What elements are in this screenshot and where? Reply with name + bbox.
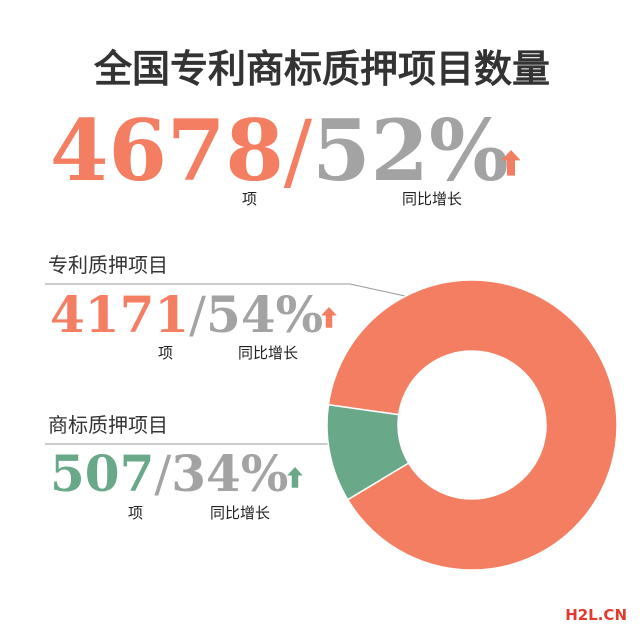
watermark: H2L.CN — [565, 606, 627, 624]
category-label: 专利质押项目 — [48, 253, 168, 277]
category-value: 507 — [50, 444, 154, 503]
growth-caption: 同比增长 — [210, 504, 270, 522]
growth-value: 54% — [206, 285, 323, 344]
title: 全国专利商标质押项目数量 — [93, 47, 550, 91]
unit: 项 — [158, 344, 173, 362]
unit: 项 — [242, 190, 257, 208]
category-line: 507/34% — [50, 444, 288, 503]
connector — [45, 283, 406, 297]
unit: 项 — [128, 504, 143, 522]
up-arrow — [321, 307, 337, 328]
up-arrow — [287, 467, 303, 488]
growth-caption: 同比增长 — [238, 344, 298, 362]
category-label: 商标质押项目 — [48, 413, 168, 437]
category-value: 4171 — [50, 285, 189, 344]
separator: / — [189, 286, 206, 344]
category-line: 4171/54% — [50, 285, 323, 344]
separator: / — [154, 445, 171, 503]
up-arrow — [501, 150, 521, 176]
total-value: 4678 — [50, 101, 284, 200]
growth-caption: 同比增长 — [402, 190, 462, 208]
donut-segment — [326, 403, 410, 501]
total-line: 4678/52% — [50, 101, 509, 200]
growth-value: 34% — [171, 444, 288, 503]
donut-segment — [327, 279, 618, 571]
separator: / — [284, 102, 313, 200]
total-growth: 52% — [312, 101, 509, 200]
